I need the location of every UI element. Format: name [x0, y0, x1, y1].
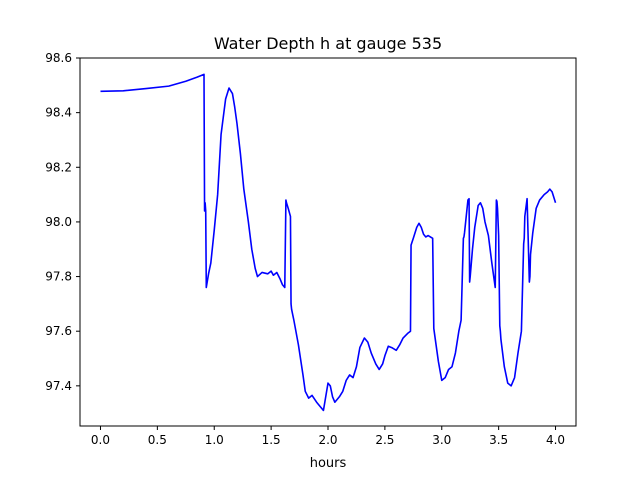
- x-tick-label: 0.0: [91, 433, 110, 447]
- x-tick-label: 1.5: [262, 433, 281, 447]
- chart-title: Water Depth h at gauge 535: [214, 34, 442, 53]
- y-tick-label: 97.8: [45, 270, 72, 284]
- x-axis-label: hours: [310, 456, 347, 471]
- y-tick-label: 97.4: [45, 379, 72, 393]
- y-tick-label: 98.6: [45, 51, 72, 65]
- y-axis-ticks: 97.4 97.6 97.8 98.0 98.2 98.4 98.6: [45, 51, 80, 393]
- x-tick-label: 2.5: [375, 433, 394, 447]
- plot-area-frame: [79, 57, 577, 427]
- y-tick-label: 98.2: [45, 160, 72, 174]
- y-tick-label: 98.4: [45, 106, 72, 120]
- x-tick-label: 3.5: [489, 433, 508, 447]
- series-line: [100, 73, 557, 412]
- x-tick-label: 2.0: [318, 433, 337, 447]
- x-tick-label: 1.0: [205, 433, 224, 447]
- y-tick-label: 97.6: [45, 324, 72, 338]
- x-tick-label: 0.5: [148, 433, 167, 447]
- x-tick-label: 3.0: [432, 433, 451, 447]
- x-tick-label: 4.0: [546, 433, 565, 447]
- y-tick-label: 98.0: [45, 215, 72, 229]
- x-axis-ticks: 0.0 0.5 1.0 1.5 2.0 2.5 3.0 3.5 4.0: [91, 426, 565, 447]
